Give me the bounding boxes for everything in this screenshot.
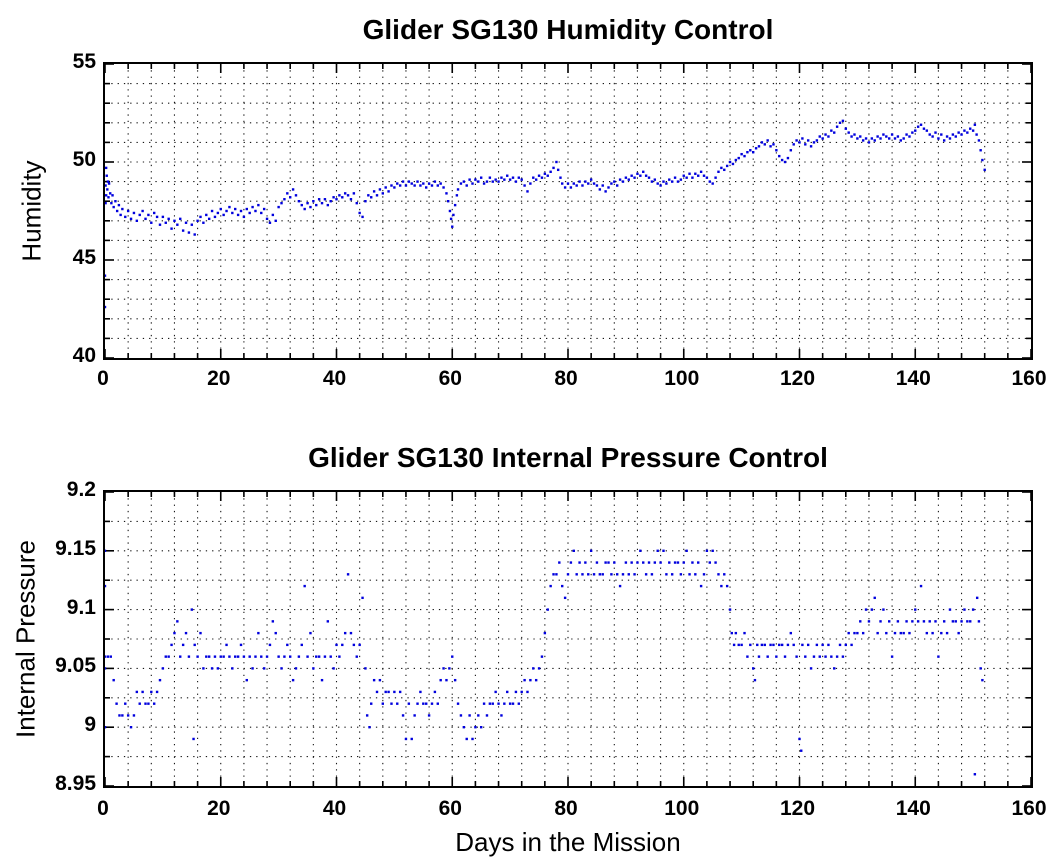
pressure-y-axis-label: Internal Pressure: [10, 540, 41, 738]
y-tick-label: 50: [72, 148, 96, 171]
y-tick-label: 9.15: [55, 536, 96, 560]
pressure-y-axis-ticks: 8.95 9 9.05 9.1 9.15 9.2: [0, 479, 103, 795]
x-tick-label: 20: [207, 367, 231, 390]
x-axis-label: Days in the Mission: [455, 827, 681, 857]
humidity-x-axis-ticks: 0 20 40 60 80 100 120 140 160: [97, 367, 1046, 395]
x-tick-label: 60: [438, 797, 462, 820]
x-tick-label: 100: [664, 367, 700, 390]
x-tick-label: 140: [895, 367, 931, 390]
x-tick-label: 40: [322, 367, 347, 390]
y-tick-label: 40: [72, 344, 96, 367]
y-tick-label: 45: [72, 246, 96, 269]
humidity-plot-box: [103, 62, 1033, 360]
x-tick-label: 40: [322, 797, 347, 820]
x-tick-label: 120: [779, 367, 816, 390]
pressure-x-axis-ticks: 0 20 40 60 80 100 120 140 160: [97, 797, 1046, 825]
x-tick-label: 140: [895, 797, 931, 820]
y-tick-label: 9.2: [66, 478, 96, 501]
humidity-y-axis-ticks: 40 45 50 55: [0, 51, 103, 367]
humidity-y-axis-label: Humidity: [16, 160, 47, 262]
x-tick-label: 160: [1011, 367, 1047, 390]
x-tick-label: 60: [438, 367, 462, 390]
x-tick-label: 20: [207, 797, 231, 820]
pressure-scatter-plot: [105, 492, 1031, 786]
y-tick-label: 8.95: [55, 772, 96, 795]
pressure-chart-title: Glider SG130 Internal Pressure Control: [308, 442, 828, 473]
x-tick-label: 80: [554, 797, 578, 820]
y-tick-label: 55: [72, 50, 96, 73]
y-tick-label: 9.05: [55, 654, 96, 678]
y-tick-label: 9: [84, 713, 96, 737]
x-tick-label: 120: [779, 797, 816, 820]
humidity-scatter-plot: [105, 64, 1031, 358]
x-tick-label: 100: [664, 797, 700, 820]
humidity-chart-title: Glider SG130 Humidity Control: [362, 14, 774, 45]
x-tick-label: 160: [1011, 797, 1047, 820]
x-tick-label: 80: [554, 367, 578, 390]
pressure-plot-box: [103, 490, 1033, 788]
x-tick-label: 0: [97, 797, 109, 820]
x-tick-label: 0: [97, 367, 109, 390]
y-tick-label: 9.1: [66, 595, 96, 619]
